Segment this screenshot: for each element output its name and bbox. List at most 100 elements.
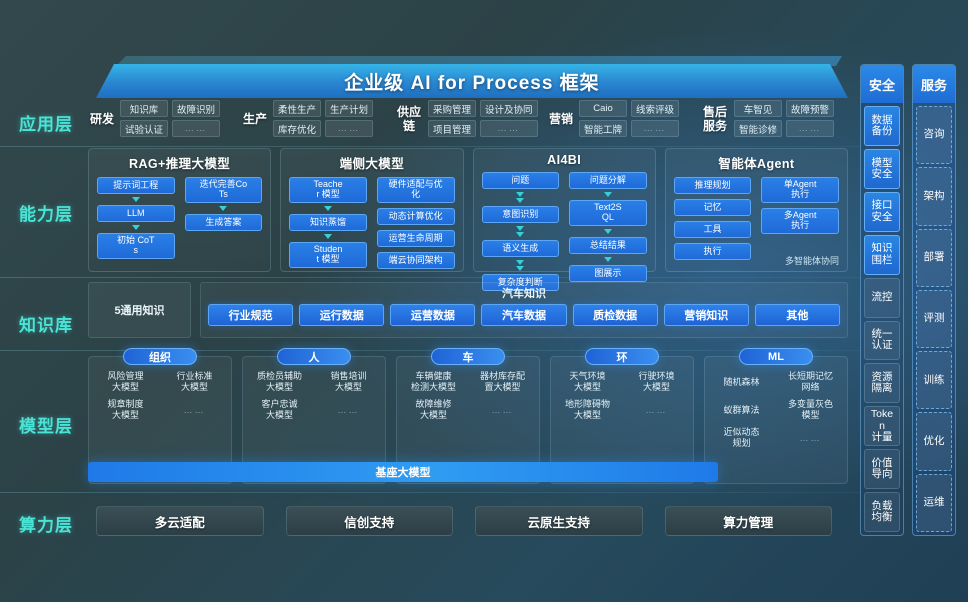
capability-box-2-left-3[interactable]: 复杂度判断 [481,274,560,291]
capability-box-1-right-1[interactable]: 动态计算优化 [376,208,455,225]
model-group-pill-2[interactable]: 车 [431,348,505,365]
app-cell-1-1-0[interactable]: 生产计划 [325,100,374,117]
model-group-pill-4[interactable]: ML [739,348,813,365]
app-cell-2-1-1[interactable]: …… [480,120,538,137]
app-cell-4-0-0[interactable]: 车智见 [734,100,783,117]
compute-box-3[interactable]: 算力管理 [664,506,832,536]
app-cell-3-0-0[interactable]: Caio [579,100,628,117]
capability-box-2-left-2[interactable]: 语义生成 [481,240,560,257]
knowledge-chip-6[interactable]: 其他 [754,304,840,326]
model-item-2-3[interactable]: …… [491,404,514,415]
model-item-4-1[interactable]: 长短期记忆 网络 [787,371,833,392]
capability-box-2-left-1[interactable]: 意图识别 [481,206,560,223]
model-item-3-1[interactable]: 行驶环境 大模型 [638,371,675,392]
model-item-3-2[interactable]: 地形障碍物 大模型 [564,399,610,420]
security-item-3[interactable]: 知识 围栏 [864,234,900,275]
model-item-4-0[interactable]: 随机森林 [723,376,760,387]
service-item-4[interactable]: 训练 [916,351,952,410]
app-cell-0-1-0[interactable]: 故障识别 [172,100,221,117]
capability-box-1-left-1[interactable]: 知识蒸馏 [289,214,367,231]
service-item-0[interactable]: 咨询 [916,106,952,165]
capability-box-2-left-0[interactable]: 问题 [481,172,560,189]
model-item-1-2[interactable]: 客户忠诚 大模型 [261,399,298,420]
capability-box-1-left-2[interactable]: Studen t 模型 [289,242,367,268]
compute-box-1[interactable]: 信创支持 [285,506,453,536]
capability-box-1-right-3[interactable]: 端云协同架构 [376,252,455,269]
knowledge-chip-2[interactable]: 运营数据 [390,304,476,326]
app-cell-0-0-0[interactable]: 知识库 [120,100,169,117]
model-item-3-0[interactable]: 天气环境 大模型 [569,371,606,392]
model-item-1-1[interactable]: 销售培训 大模型 [330,371,367,392]
app-cell-2-1-0[interactable]: 设计及协同 [480,100,538,117]
model-item-4-5[interactable]: …… [799,432,822,443]
capability-box-2-right-0[interactable]: 问题分解 [569,172,647,189]
app-cell-0-1-1[interactable]: …… [172,120,221,137]
capability-box-2-right-3[interactable]: 图展示 [569,265,647,282]
compute-box-0[interactable]: 多云适配 [96,506,264,536]
app-cell-4-1-1[interactable]: …… [786,120,835,137]
service-item-1[interactable]: 架构 [916,167,952,226]
capability-box-2-right-2[interactable]: 总结结果 [569,237,647,254]
capability-box-3-left-1[interactable]: 记忆 [673,199,752,216]
security-item-0[interactable]: 数据 备份 [864,106,900,146]
app-cell-3-0-1[interactable]: 智能工牌 [579,120,628,137]
capability-box-3-left-2[interactable]: 工具 [673,221,752,238]
capability-box-0-left-2[interactable]: 初始 CoT s [97,233,175,259]
capability-box-3-right-1[interactable]: 多Agent 执行 [761,208,839,234]
service-item-2[interactable]: 部署 [916,228,952,287]
app-cell-1-1-1[interactable]: …… [325,120,374,137]
compute-box-2[interactable]: 云原生支持 [475,506,643,536]
model-item-2-1[interactable]: 器材库存配 置大模型 [479,371,525,392]
knowledge-chip-4[interactable]: 质检数据 [572,304,658,326]
security-item-4[interactable]: 流控 [864,277,900,318]
model-item-4-2[interactable]: 蚁群算法 [723,404,760,415]
model-item-2-0[interactable]: 车辆健康 检测大模型 [410,371,456,392]
service-item-5[interactable]: 优化 [916,412,952,471]
capability-box-0-right-1[interactable]: 生成答案 [184,214,263,231]
app-cell-3-1-0[interactable]: 线索评级 [631,100,680,117]
app-cell-3-1-1[interactable]: …… [631,120,680,137]
model-item-0-0[interactable]: 风险管理 大模型 [107,371,144,392]
capability-box-0-right-0[interactable]: 迭代完善Co Ts [184,177,263,203]
model-item-2-2[interactable]: 故障维修 大模型 [415,399,452,420]
app-cell-2-0-0[interactable]: 采购管理 [428,100,477,117]
model-item-0-2[interactable]: 规章制度 大模型 [107,399,144,420]
base-model-bar[interactable]: 基座大模型 [88,462,718,482]
capability-box-2-right-1[interactable]: Text2S QL [569,200,647,226]
capability-box-3-left-0[interactable]: 推理规划 [673,177,752,194]
capability-box-0-left-1[interactable]: LLM [97,205,175,222]
model-item-1-3[interactable]: …… [337,404,360,415]
security-item-6[interactable]: 资源 隔离 [864,363,900,404]
model-item-0-3[interactable]: …… [183,404,206,415]
security-item-1[interactable]: 模型 安全 [864,148,900,189]
model-item-4-4[interactable]: 近似动态 规划 [723,427,760,448]
capability-box-3-right-0[interactable]: 单Agent 执行 [761,177,839,203]
knowledge-chip-0[interactable]: 行业规范 [208,304,294,326]
security-item-2[interactable]: 接口 安全 [864,191,900,232]
security-item-8[interactable]: 价值 导向 [864,449,900,490]
capability-box-1-right-2[interactable]: 运营生命周期 [376,230,455,247]
general-knowledge-box[interactable]: 5通用知识 [88,282,191,338]
knowledge-chip-3[interactable]: 汽车数据 [481,304,567,326]
model-group-pill-3[interactable]: 环 [585,348,659,365]
app-cell-4-0-1[interactable]: 智能诊修 [734,120,783,137]
knowledge-chip-1[interactable]: 运行数据 [299,304,385,326]
capability-box-1-right-0[interactable]: 硬件适配与优化 [376,177,455,203]
capability-box-0-left-0[interactable]: 提示词工程 [97,177,175,194]
capability-box-1-left-0[interactable]: Teache r 模型 [289,177,367,203]
service-item-6[interactable]: 运维 [916,473,952,532]
security-item-9[interactable]: 负载 均衡 [864,492,900,533]
model-group-pill-0[interactable]: 组织 [123,348,197,365]
capability-box-3-left-3[interactable]: 执行 [673,243,752,260]
model-item-1-0[interactable]: 质检员辅助 大模型 [256,371,302,392]
model-item-4-3[interactable]: 多变量灰色 模型 [787,399,833,420]
app-cell-1-0-1[interactable]: 库存优化 [273,120,322,137]
app-cell-1-0-0[interactable]: 柔性生产 [273,100,322,117]
knowledge-chip-5[interactable]: 营销知识 [663,304,749,326]
app-cell-2-0-1[interactable]: 项目管理 [428,120,477,137]
security-item-7[interactable]: Toke n 计量 [864,406,900,447]
model-item-3-3[interactable]: …… [645,404,668,415]
service-item-3[interactable]: 评测 [916,289,952,349]
app-cell-0-0-1[interactable]: 试验认证 [120,120,169,137]
security-item-5[interactable]: 统一 认证 [864,320,900,361]
